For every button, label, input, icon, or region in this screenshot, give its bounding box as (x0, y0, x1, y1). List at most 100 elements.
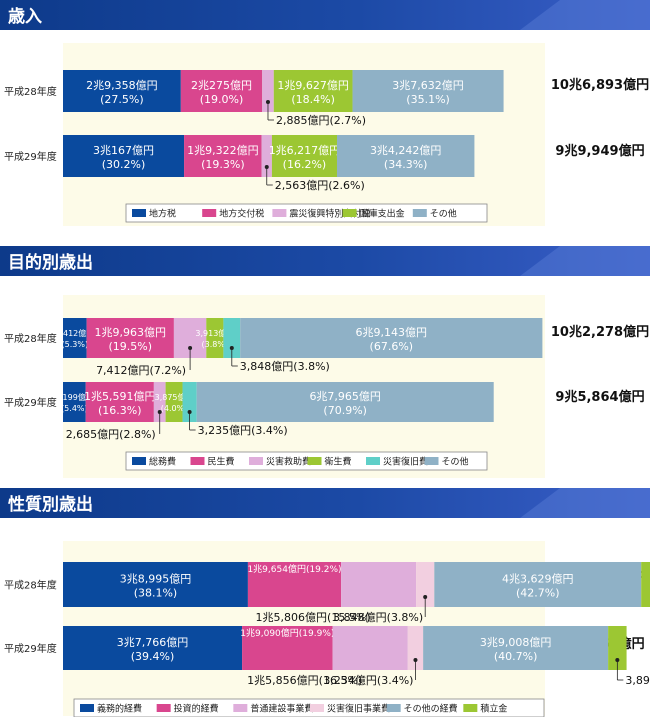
legend-swatch (463, 704, 478, 712)
callout-label: 3,235億円(3.4%) (198, 424, 288, 437)
data-label: 3兆9,008億円 (480, 636, 552, 649)
row-label: 平成29年度 (4, 396, 57, 409)
data-label-pct: (5.4%) (61, 404, 88, 413)
callout-label: 3,848億円(3.8%) (240, 360, 330, 373)
bar-segment (273, 70, 353, 112)
bar-segment (608, 626, 627, 670)
bar-segment (196, 382, 494, 422)
bar-segment (63, 562, 248, 607)
data-label: 5,199億円 (55, 392, 94, 402)
data-label-pct: (5.3%) (62, 340, 89, 349)
bar-segment (336, 135, 475, 177)
data-label-pct: (67.6%) (370, 340, 414, 353)
legend-entry: その他 (430, 208, 457, 220)
bar-segment (423, 626, 609, 670)
bar-segment (63, 318, 87, 358)
row-label: 平成29年度 (4, 150, 57, 163)
data-label-pct: (30.2%) (102, 158, 146, 171)
data-label: 4兆3,629億円 (502, 573, 574, 586)
data-label: 1兆6,217億円 (269, 144, 341, 157)
bar-segment (341, 562, 417, 607)
bar-segment (332, 626, 408, 670)
callout-label: 3,893億円(4.1%) (625, 674, 650, 687)
bar-segment (184, 135, 262, 177)
legend-entry: 投資的経費 (174, 703, 219, 715)
callout-label: 1兆5,856億円(16.5%) (247, 674, 362, 687)
legend-entry: 民生費 (208, 456, 235, 468)
chart-section-3: 性質別歳出平成28年度10兆2,278億円3兆8,995億円(38.1%)1兆9… (0, 488, 650, 717)
legend-box (125, 451, 488, 471)
data-label-pct: (42.7%) (516, 587, 560, 600)
row-total: 9兆5,864億円 (555, 389, 644, 405)
data-label-pct: (38.1%) (134, 587, 178, 600)
legend-box (125, 203, 488, 223)
header-accent (520, 0, 650, 30)
bar-segment (63, 382, 86, 422)
legend-box (73, 698, 545, 717)
data-label: 1兆9,963億円 (95, 326, 167, 339)
bar-segment (182, 382, 197, 422)
data-label: 2兆9,358億円 (86, 79, 158, 92)
legend-swatch (202, 209, 217, 217)
legend-entry: 積立金 (480, 703, 507, 715)
bar-segment (262, 70, 274, 112)
callout-dot (229, 346, 234, 350)
legend-swatch (386, 704, 401, 712)
data-label-pct: (19.0%) (200, 93, 244, 106)
bar-segment (223, 318, 241, 358)
data-label-pct: (18.4%) (291, 93, 335, 106)
legend-entry: 震災復興特別交付税 (289, 208, 370, 220)
data-label-pct: (35.1%) (406, 93, 450, 106)
legend-entry: 地方税 (149, 208, 176, 220)
legend-entry: 衛生費 (325, 456, 352, 468)
data-label: 1兆9,627億円 (277, 79, 349, 92)
data-label-pct: (19.3%) (201, 158, 245, 171)
data-label-pct: (16.3%) (98, 404, 142, 417)
bar-segment (407, 626, 424, 670)
data-label-pct: (16.2%) (283, 158, 327, 171)
data-label: 5,412億円 (55, 328, 94, 338)
row-label: 平成28年度 (4, 332, 57, 345)
data-label-pct: (70.9%) (323, 404, 367, 417)
data-label: 3兆8,995億円 (120, 573, 192, 586)
data-label: 6兆9,143億円 (356, 326, 428, 339)
bar-segment (434, 562, 642, 607)
legend-swatch (272, 209, 287, 217)
callout-dot (265, 100, 270, 104)
legend-entry: その他 (442, 456, 469, 468)
row-total: 10兆6,893億円 (551, 77, 649, 93)
legend-entry: 災害復旧事業費 (327, 703, 390, 715)
data-label-pct: (3.8%) (202, 340, 229, 349)
data-label: 3,875億円 (155, 392, 194, 402)
legend-entry: 義務的経費 (97, 703, 142, 715)
data-label-pct: (4.0%) (161, 404, 188, 413)
row-label: 平成28年度 (4, 579, 57, 592)
data-label: 3兆4,242億円 (370, 144, 442, 157)
bar-segment (180, 70, 263, 112)
bar-segment (641, 562, 650, 607)
data-label: 1兆9,090億円(19.9%) (240, 627, 334, 639)
bar-segment (242, 626, 333, 670)
section-title: 歳入 (8, 6, 42, 27)
data-label-pct: (34.3%) (384, 158, 428, 171)
legend-entry: 普通建設事業費 (250, 703, 313, 715)
bar-segment (352, 70, 504, 112)
row-total: 9兆9,949億円 (555, 143, 644, 159)
legend-swatch (132, 209, 146, 217)
section-header-band (0, 488, 650, 518)
bar-segment (63, 626, 243, 670)
legend-swatch (310, 704, 324, 712)
bar-segment (206, 318, 224, 358)
row-label: 平成28年度 (4, 85, 57, 98)
callout-label: 3,234億円(3.4%) (323, 674, 413, 687)
bar-segment (153, 382, 166, 422)
callout-dot (157, 410, 162, 414)
legend-entry: その他の経費 (404, 703, 458, 715)
bar-segment (63, 135, 185, 177)
row-total: 10兆2,278億円 (551, 324, 649, 340)
legend-entry: 地方交付税 (219, 208, 264, 220)
data-label: 3兆7,632億円 (392, 79, 464, 92)
